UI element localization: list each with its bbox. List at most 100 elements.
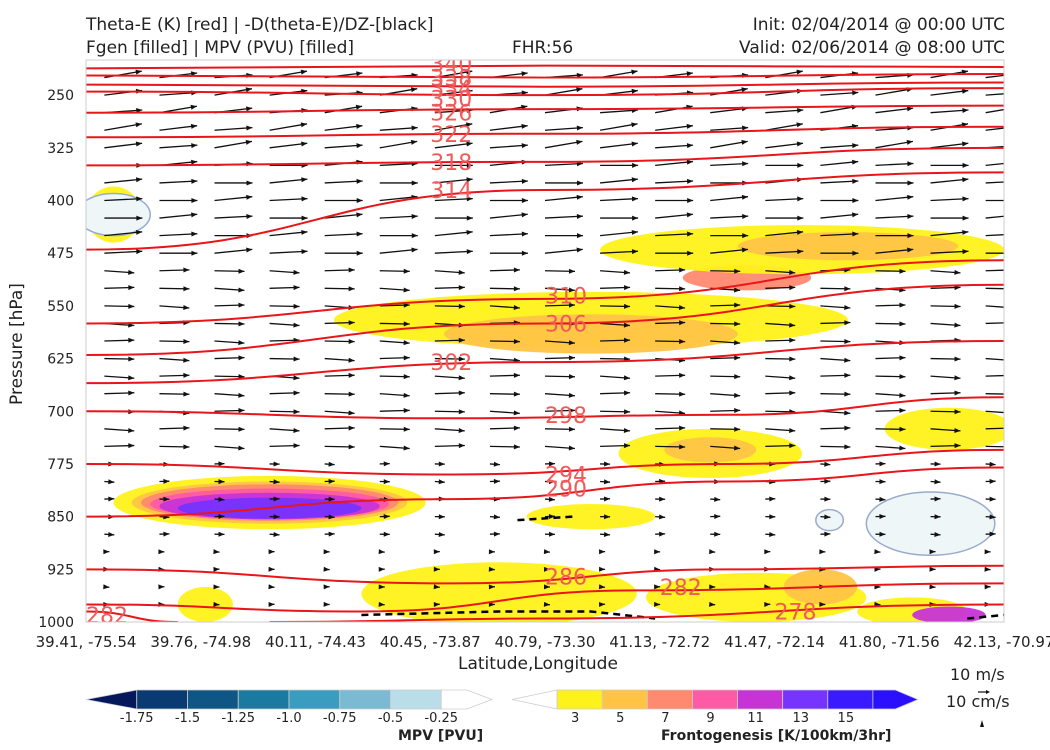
wind-vector-head	[899, 268, 906, 274]
y-tick-label: 325	[47, 141, 74, 157]
wind-vector-head	[989, 514, 996, 520]
wind-vector-head	[789, 285, 796, 291]
frontogenesis-region-14	[177, 586, 233, 622]
wind-vector-head	[465, 122, 473, 128]
x-tick-label: 39.76, -74.98	[150, 633, 251, 651]
wind-vector-head	[183, 391, 190, 397]
wind-vector	[489, 125, 528, 131]
wind-vector-head	[819, 549, 826, 555]
theta-e-contour-306	[86, 283, 1004, 357]
wind-vector-head	[403, 374, 410, 380]
frontogenesis-colorbar-swatch	[827, 689, 874, 710]
y-axis-label: Pressure [hPa]	[7, 283, 27, 405]
wind-vector-head	[604, 496, 611, 502]
wind-vector-head	[797, 249, 804, 255]
wind-vector-head	[213, 549, 220, 555]
frontogenesis-region-7	[884, 407, 1004, 450]
y-tick-label: 925	[47, 562, 74, 578]
wind-vector-head	[163, 531, 170, 537]
wind-vector-head	[769, 514, 776, 520]
wind-vector-head	[742, 161, 749, 167]
theta-e-label-282: 282	[86, 604, 128, 629]
wind-vector	[159, 125, 198, 131]
wind-vector-head	[686, 143, 694, 149]
wind-vector-head	[103, 584, 110, 590]
wind-vector-head	[411, 233, 418, 239]
wind-vector-head	[466, 196, 473, 202]
frontogenesis-colorbar-swatch	[737, 689, 784, 710]
wind-vector-head	[709, 549, 716, 555]
mpv-colorbar-label: -1.0	[276, 711, 301, 726]
wind-vector-head	[598, 584, 606, 590]
wind-vector-head	[411, 125, 418, 131]
wind-vector	[489, 213, 528, 219]
wind-vector-head	[679, 338, 686, 344]
wind-vector-head	[797, 196, 804, 202]
wind-vector	[600, 197, 639, 202]
wind-vector-head	[246, 125, 253, 131]
wind-vector-head	[493, 478, 500, 484]
wind-vector	[875, 140, 914, 149]
wind-vector-head	[796, 141, 804, 147]
wind-vector	[324, 144, 363, 149]
wind-vector-head	[128, 443, 135, 449]
wind-vector-head	[466, 249, 473, 255]
theta-e-contour-298	[86, 396, 1004, 420]
wind-vector-head	[190, 123, 198, 129]
wind-vector-head	[984, 584, 991, 590]
wind-vector	[875, 248, 914, 254]
theta-e-label-290: 290	[545, 478, 587, 503]
wind-vector-head	[1018, 198, 1024, 203]
wind-vector	[104, 231, 143, 237]
wind-vector-head	[1010, 444, 1016, 449]
wind-vector-head	[734, 408, 741, 414]
wind-vector-head	[1010, 320, 1016, 325]
wind-vector-head	[246, 213, 253, 219]
wind-vector	[875, 162, 914, 167]
frontogenesis-colorbar-swatch	[782, 689, 829, 710]
wind-vector	[820, 233, 859, 237]
wind-vector-head	[466, 229, 473, 235]
wind-vector-head	[238, 321, 245, 327]
wind-vector-head	[623, 427, 631, 433]
wind-vector-head	[631, 141, 638, 147]
wind-vector-head	[623, 375, 631, 381]
wind-vector-head	[954, 443, 961, 449]
wind-vector	[489, 233, 528, 237]
wind-vector-head	[679, 372, 686, 378]
wind-vector	[710, 248, 749, 254]
frontogenesis-colorbar-swatch	[601, 689, 648, 710]
y-tick-label: 1000	[38, 615, 74, 631]
wind-vector	[710, 162, 749, 167]
wind-vector-head	[679, 444, 686, 450]
frontogenesis-colorbar-label: 5	[616, 711, 624, 726]
wind-vector-head	[488, 549, 495, 555]
wind-vector-head	[348, 357, 355, 363]
wind-vector-head	[741, 194, 749, 200]
wind-vector-head	[268, 601, 275, 607]
wind-vector-head	[796, 229, 804, 235]
wind-vector-head	[962, 196, 969, 202]
stability-zero-contour-0	[361, 610, 656, 620]
wind-vector-head	[301, 249, 308, 255]
wind-vector-head	[293, 269, 300, 275]
y-tick-label: 625	[47, 352, 74, 368]
wind-vector	[434, 231, 473, 237]
wind-vector-head	[135, 69, 142, 75]
wind-vector-head	[962, 162, 969, 168]
wind-vector-head	[686, 231, 694, 237]
theta-e-contour-322	[86, 125, 1004, 139]
wind-vector-head	[348, 286, 355, 292]
wind-vector	[985, 162, 1004, 167]
frontogenesis-region-13	[912, 606, 986, 622]
wind-vector-head	[1017, 179, 1023, 184]
chart-title-line2: Fgen [filled] | MPV (PVU) [filled]	[86, 38, 355, 58]
theta-e-contour-290	[86, 466, 1004, 518]
wind-vector-head	[824, 478, 831, 484]
wind-vector-head	[191, 231, 198, 237]
wind-vector-head	[378, 549, 385, 555]
wind-vector	[379, 215, 418, 219]
frontogenesis-region-9	[361, 562, 637, 622]
wind-vector-head	[568, 392, 575, 398]
wind-vector-head	[789, 443, 796, 449]
